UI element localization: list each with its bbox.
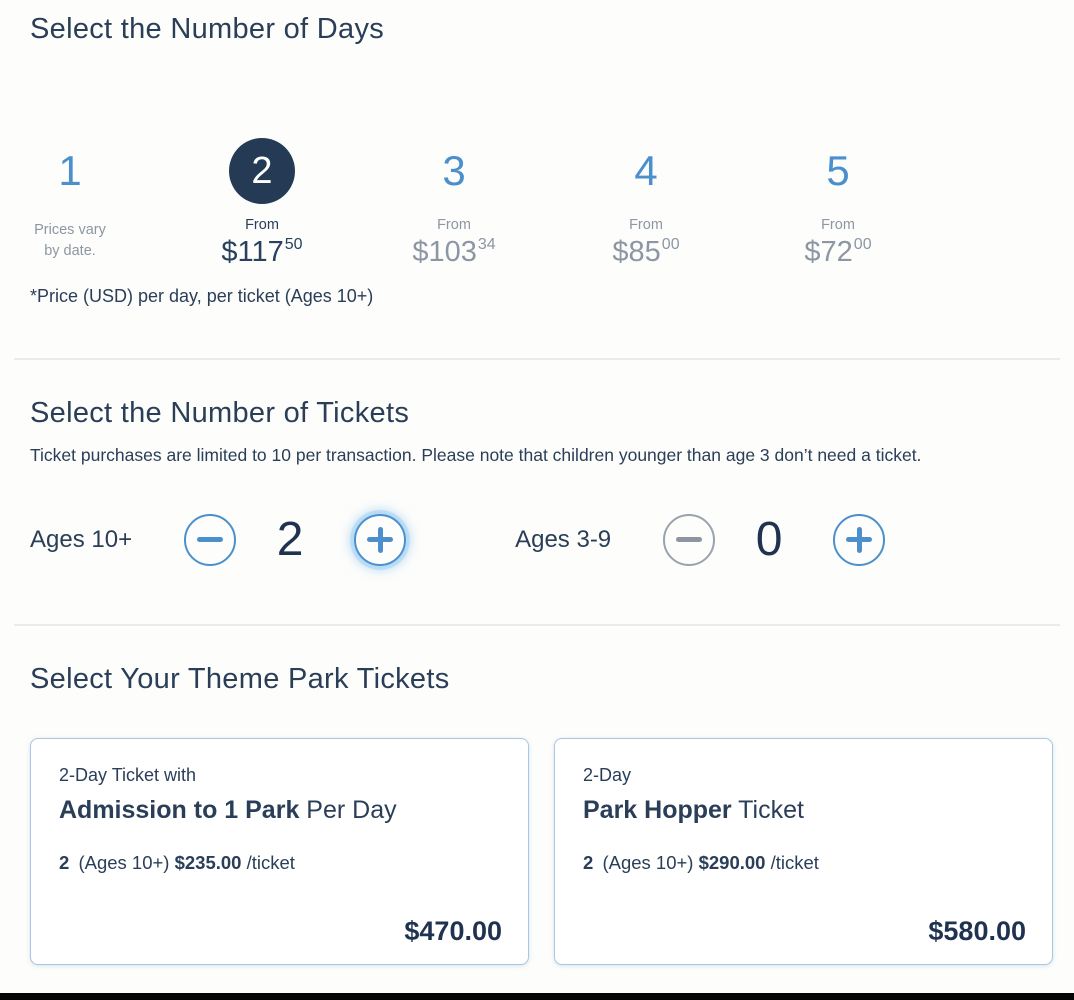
day-option-4-price-cents: 00 [661,236,680,253]
day-option-3-from-label: From [437,217,471,233]
ticket-card-per-suffix: /ticket [246,851,295,873]
ticket-card-title-bold: Park Hopper [583,795,732,824]
price-footnote: *Price (USD) per day, per ticket (Ages 1… [30,285,374,306]
day-option-1-note-line2: by date. [44,243,96,260]
day-option-2-price: $11750 [221,236,302,269]
ticket-card-title-bold: Admission to 1 Park [59,795,300,824]
section-divider [14,623,1060,626]
day-option-4[interactable]: 4 From $8500 [550,138,742,269]
ticket-card-title: Park Hopper Ticket [583,796,1024,825]
ticket-card-pretitle: 2-Day [583,764,632,785]
stepper-ages-10plus: Ages 10+ 2 [30,512,407,566]
ticket-card-price-per: $235.00 [174,851,242,873]
ticket-card-price-per: $290.00 [698,851,766,873]
day-option-2-from-label: From [245,217,279,233]
stepper-row: Ages 10+ 2 Ages 3-9 0 [0,512,1074,568]
day-option-5-number-wrap: 5 [826,138,849,204]
ticket-card-title-rest: Ticket [731,795,804,824]
ticket-card-pretitle: 2-Day Ticket with [59,764,197,785]
day-option-2-number-wrap: 2 [229,138,295,204]
day-option-1-number-wrap: 1 [58,138,81,204]
day-option-1-note-line1: Prices vary [34,222,106,238]
ticket-card-total: $470.00 [404,915,502,946]
minus-icon [676,527,703,553]
day-option-4-price-dollars: $85 [612,236,661,268]
day-option-3-number-wrap: 3 [442,138,465,204]
ages-10plus-quantity-value: 2 [276,512,304,566]
day-option-3-sub: From $10334 [412,217,495,269]
page-bottom-bar [0,993,1074,1000]
stepper-ages-3-9-label: Ages 3-9 [515,525,612,553]
day-option-3-price-cents: 34 [477,236,496,253]
ticket-card-title: Admission to 1 Park Per Day [59,796,500,825]
day-option-3[interactable]: 3 From $10334 [358,138,550,269]
ticket-card-ages: (Ages 10+) [78,851,170,873]
days-section: Select the Number of Days 1 Prices vary … [0,0,1074,307]
ages-3-9-increment-button[interactable] [833,513,886,566]
ticket-card-ages: (Ages 10+) [602,851,694,873]
ticket-card-per-ticket-line: 2 (Ages 10+) $235.00 /ticket [59,852,500,874]
stepper-ages-10plus-label: Ages 10+ [30,525,133,553]
ages-10plus-increment-button[interactable] [354,513,407,566]
days-section-title: Select the Number of Days [30,13,385,45]
day-option-1-note: Prices vary by date. [34,220,106,262]
theme-park-tickets-title: Select Your Theme Park Tickets [30,662,450,695]
ticket-quantity-title: Select the Number of Tickets [30,396,410,429]
ticket-card-qty: 2 [583,851,594,873]
day-option-3-number[interactable]: 3 [442,147,466,194]
day-option-2-selected-circle[interactable]: 2 [229,138,295,204]
day-option-4-from-label: From [629,217,663,233]
day-option-5-price-dollars: $72 [804,236,853,268]
day-option-4-number-wrap: 4 [634,138,657,204]
plus-icon [367,526,394,553]
ticket-card-1-park-per-day[interactable]: 2-Day Ticket with Admission to 1 Park Pe… [30,737,529,965]
day-option-5[interactable]: 5 From $7200 [742,138,934,269]
day-option-3-price-dollars: $103 [412,236,477,268]
ticket-quantity-subtitle: Ticket purchases are limited to 10 per t… [30,444,922,465]
day-option-4-sub: From $8500 [612,217,679,269]
ticket-card-title-rest: Per Day [299,795,397,824]
day-option-2-price-dollars: $117 [221,236,284,268]
day-option-4-price: $8500 [612,236,679,269]
day-option-5-number[interactable]: 5 [826,147,850,194]
day-option-2-sub: From $11750 [221,217,302,269]
day-option-5-sub: From $7200 [804,217,871,269]
day-option-1-number[interactable]: 1 [58,147,82,194]
day-options-row: 1 Prices vary by date. 2 From $11750 [0,138,1074,269]
day-option-5-price: $7200 [804,236,871,269]
minus-icon [197,527,224,553]
ticket-card-total: $580.00 [928,915,1026,946]
ticket-quantity-section: Select the Number of Tickets Ticket purc… [0,360,1074,568]
ticket-card-qty: 2 [59,851,70,873]
plus-icon [846,526,873,553]
day-option-5-from-label: From [821,217,855,233]
ages-3-9-decrement-button[interactable] [663,513,716,566]
section-divider [14,357,1060,360]
day-option-1-sub: Prices vary by date. [34,217,106,262]
ticket-cards-row: 2-Day Ticket with Admission to 1 Park Pe… [30,737,1053,965]
theme-park-tickets-section: Select Your Theme Park Tickets 2-Day Tic… [0,626,1074,965]
stepper-ages-3-9: Ages 3-9 0 [515,512,886,566]
day-option-4-number[interactable]: 4 [634,147,658,194]
ages-10plus-decrement-button[interactable] [184,513,237,566]
ticket-card-park-hopper[interactable]: 2-Day Park Hopper Ticket 2 (Ages 10+) $2… [554,737,1053,965]
ticket-card-per-suffix: /ticket [770,851,819,873]
day-option-3-price: $10334 [412,236,495,269]
day-option-5-price-cents: 00 [853,236,872,253]
day-option-2-selected[interactable]: 2 From $11750 [166,138,358,269]
day-option-1[interactable]: 1 Prices vary by date. [0,138,166,269]
ages-3-9-quantity-value: 0 [755,512,783,566]
day-option-2-price-cents: 50 [284,236,303,253]
ticket-card-per-ticket-line: 2 (Ages 10+) $290.00 /ticket [583,852,1024,874]
